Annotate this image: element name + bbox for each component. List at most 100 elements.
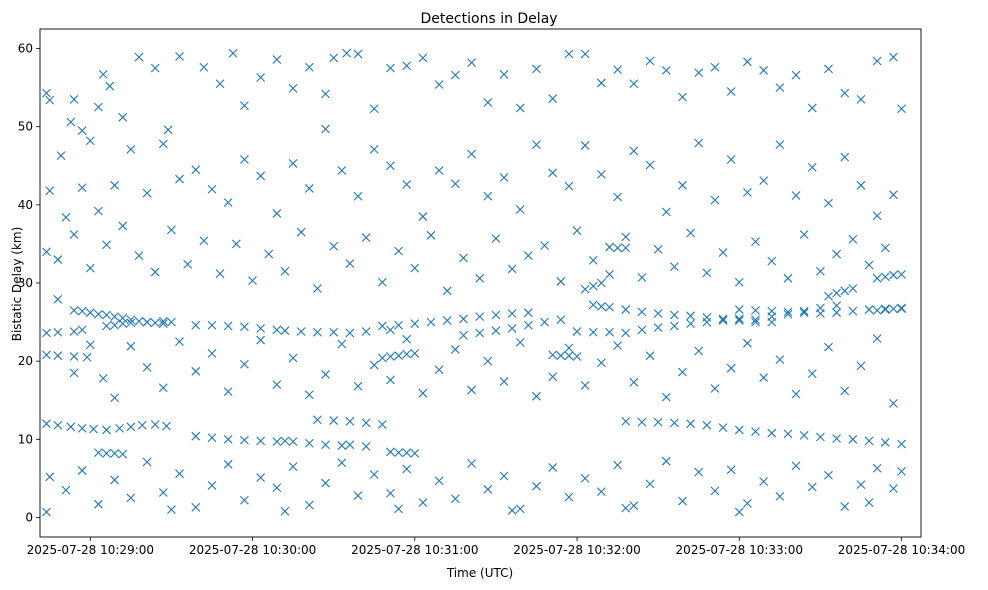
scatter-point — [110, 393, 120, 403]
scatter-point — [248, 276, 257, 286]
scatter-point — [45, 472, 55, 482]
scatter-point — [342, 48, 352, 58]
track-point — [548, 350, 558, 360]
track-point — [491, 310, 501, 320]
scatter-point — [637, 273, 647, 282]
scatter-point — [288, 353, 298, 363]
scatter-point — [515, 338, 525, 347]
scatter-point — [313, 284, 322, 293]
scatter-point — [678, 367, 687, 377]
scatter-point — [475, 273, 485, 283]
scatter-point — [272, 380, 282, 389]
scatter-point — [369, 360, 379, 370]
scatter-point — [556, 277, 566, 286]
scatter-point — [467, 149, 476, 159]
track-point — [223, 434, 233, 444]
scatter-point — [288, 84, 298, 93]
scatter-point — [353, 491, 363, 500]
track-point — [126, 318, 136, 328]
scatter-point — [256, 473, 266, 482]
scatter-point — [450, 179, 460, 189]
track-point — [621, 305, 631, 314]
scatter-point — [353, 381, 363, 391]
track-point — [637, 307, 647, 317]
track-point — [361, 418, 371, 428]
scatter-point — [686, 228, 695, 238]
scatter-point — [743, 187, 752, 197]
x-axis-label: Time (UTC) — [446, 566, 513, 580]
scatter-point — [572, 226, 582, 236]
scatter-point — [459, 253, 468, 263]
track-point — [702, 420, 712, 430]
scatter-point — [548, 94, 558, 103]
scatter-point — [483, 484, 493, 494]
scatter-point — [402, 334, 412, 344]
track-point — [207, 320, 217, 330]
track-point — [42, 328, 51, 338]
track-point — [256, 323, 266, 333]
track-point — [702, 312, 712, 322]
track-point — [89, 424, 98, 434]
track-point — [605, 242, 614, 252]
scatter-point — [669, 262, 679, 271]
scatter-point — [580, 141, 590, 150]
scatter-point — [661, 66, 671, 75]
track-point — [102, 321, 111, 331]
scatter-point — [856, 480, 866, 490]
scatter-point — [402, 61, 412, 71]
track-point — [459, 314, 468, 324]
scatter-point — [207, 348, 217, 358]
plot-area — [40, 29, 921, 537]
y-tick-label: 40 — [18, 198, 33, 212]
track-point — [507, 323, 517, 333]
track-point — [572, 352, 582, 361]
track-point — [799, 431, 809, 440]
scatter-point — [499, 173, 509, 182]
scatter-point — [645, 160, 655, 170]
track-point — [556, 315, 566, 325]
track-point — [191, 431, 201, 441]
scatter-point — [402, 464, 412, 474]
track-point — [734, 425, 744, 435]
track-point — [296, 327, 306, 336]
scatter-point — [645, 56, 655, 66]
track-point — [118, 449, 128, 459]
scatter-point — [629, 146, 639, 156]
scatter-point — [450, 494, 460, 504]
scatter-point — [596, 487, 606, 497]
scatter-point — [872, 56, 882, 66]
scatter-point — [864, 498, 874, 508]
track-point — [872, 273, 882, 283]
track-point — [377, 321, 387, 331]
scatter-point — [304, 62, 314, 72]
scatter-point — [856, 94, 866, 104]
track-point — [686, 419, 695, 429]
scatter-point — [329, 241, 339, 251]
scatter-point — [580, 380, 590, 390]
scatter-point — [507, 264, 517, 274]
track-point — [840, 286, 850, 296]
scatter-point — [734, 277, 744, 287]
track-point — [816, 432, 825, 442]
track-point — [669, 418, 679, 428]
track-point — [799, 308, 809, 318]
scatter-point — [807, 162, 817, 172]
track-point — [880, 438, 890, 447]
scatter-point — [564, 181, 574, 191]
track-point — [872, 305, 882, 315]
track-point — [85, 308, 95, 318]
track-point — [848, 434, 858, 444]
scatter-point — [702, 268, 712, 278]
scatter-point — [872, 463, 882, 473]
y-tick-label: 0 — [25, 510, 33, 524]
scatter-point — [142, 363, 152, 372]
scatter-point — [150, 267, 160, 277]
scatter-point — [69, 230, 79, 239]
track-point — [329, 327, 339, 337]
scatter-point — [832, 249, 842, 259]
track-point — [345, 416, 355, 426]
track-point — [102, 448, 111, 458]
scatter-point — [759, 373, 769, 382]
track-point — [832, 301, 842, 311]
track-point — [442, 316, 452, 325]
